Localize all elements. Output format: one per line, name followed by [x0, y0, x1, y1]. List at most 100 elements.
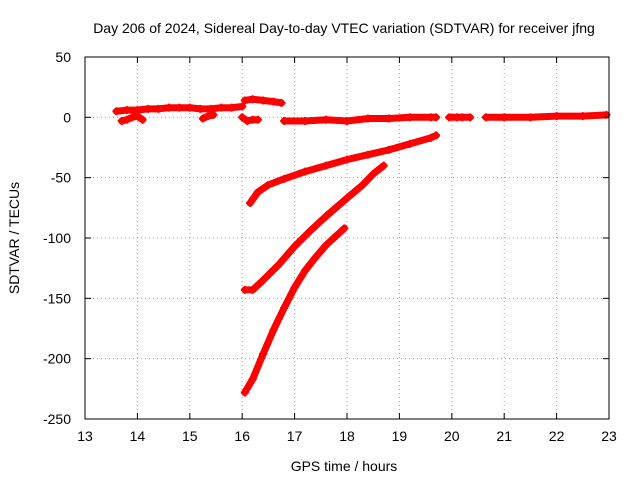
- data-point: [248, 285, 257, 294]
- data-point: [264, 180, 273, 189]
- data-point: [445, 113, 454, 122]
- series-track-6: [280, 113, 441, 125]
- data-point: [343, 155, 351, 164]
- series-track-10: [240, 161, 388, 294]
- data-point: [133, 112, 142, 121]
- data-point: [246, 199, 255, 208]
- data-point: [253, 188, 262, 197]
- data-point: [259, 349, 268, 358]
- data-point: [128, 113, 137, 122]
- series-track-5: [238, 113, 262, 125]
- data-point: [164, 103, 173, 112]
- data-point: [196, 104, 205, 113]
- data-point: [248, 375, 257, 384]
- data-point: [301, 266, 310, 275]
- data-point: [311, 253, 320, 262]
- data-point: [206, 104, 215, 113]
- data-point: [363, 114, 372, 123]
- data-point: [274, 260, 283, 269]
- x-tick-label: 14: [130, 428, 146, 444]
- x-tick-label: 13: [77, 428, 93, 444]
- data-point: [384, 145, 393, 154]
- y-tick-label: -150: [43, 290, 71, 306]
- y-tick-label: 0: [63, 109, 71, 125]
- data-point: [466, 113, 475, 122]
- data-point: [122, 115, 131, 124]
- data-point: [552, 112, 561, 121]
- y-tick-label: 50: [55, 49, 71, 65]
- y-tick-label: -200: [43, 351, 71, 367]
- data-point: [526, 113, 535, 122]
- data-point: [269, 325, 278, 334]
- data-point: [209, 110, 218, 119]
- data-point: [280, 116, 289, 125]
- data-point: [578, 112, 587, 121]
- data-point: [112, 107, 121, 116]
- data-point: [198, 114, 207, 123]
- series-track-9: [246, 131, 441, 208]
- data-point: [248, 95, 257, 104]
- data-point: [122, 106, 131, 115]
- data-point: [227, 103, 236, 112]
- x-tick-label: 21: [496, 428, 512, 444]
- data-point: [259, 96, 268, 105]
- data-point: [290, 242, 299, 251]
- data-point: [280, 303, 289, 312]
- data-point: [277, 98, 286, 107]
- y-tick-label: -100: [43, 230, 71, 246]
- x-tick-label: 18: [339, 428, 355, 444]
- data-point: [458, 113, 467, 122]
- data-point: [280, 174, 289, 183]
- data-point: [343, 116, 351, 125]
- x-tick-label: 19: [392, 428, 408, 444]
- data-point: [138, 115, 147, 124]
- data-point: [363, 150, 372, 159]
- data-point: [175, 103, 184, 112]
- x-axis-label: GPS time / hours: [291, 458, 398, 474]
- data-point: [301, 116, 310, 125]
- data-point: [432, 113, 441, 122]
- data-point: [481, 113, 490, 122]
- data-point: [322, 161, 331, 170]
- x-tick-label: 23: [601, 428, 617, 444]
- data-point: [322, 241, 331, 250]
- data-point: [322, 212, 331, 221]
- data-series-layer: [112, 95, 611, 397]
- data-point: [343, 194, 351, 203]
- data-point: [154, 104, 163, 113]
- x-tick-label: 20: [444, 428, 460, 444]
- data-point: [432, 131, 441, 140]
- data-point: [322, 115, 331, 124]
- x-tick-label: 15: [182, 428, 198, 444]
- chart-title: Day 206 of 2024, Sidereal Day-to-day VTE…: [93, 20, 595, 36]
- data-point: [405, 113, 414, 122]
- data-point: [405, 139, 414, 148]
- data-point: [240, 285, 249, 294]
- x-tick-label: 17: [287, 428, 303, 444]
- data-point: [290, 283, 299, 292]
- data-point: [301, 167, 310, 176]
- series-track-1: [112, 102, 247, 116]
- data-point: [117, 116, 126, 125]
- data-point: [259, 276, 268, 285]
- series-track-4: [240, 95, 286, 107]
- data-point: [204, 112, 213, 121]
- y-tick-label: -250: [43, 411, 71, 427]
- y-axis-label: SDTVAR / TECUs: [6, 182, 22, 294]
- data-point: [240, 388, 249, 397]
- data-point: [269, 97, 278, 106]
- data-point: [384, 114, 393, 123]
- data-point: [358, 180, 367, 189]
- data-point: [340, 224, 349, 233]
- data-point: [253, 115, 262, 124]
- data-point: [500, 113, 509, 122]
- data-point: [185, 103, 194, 112]
- series-track-3: [198, 110, 218, 123]
- axis-ticks: 13 14 15 16 17 18 19 20 21 22 23 50 0 -50 -100 -150 -200…: [43, 49, 617, 444]
- data-point: [240, 96, 249, 105]
- data-point: [217, 103, 226, 112]
- data-point: [379, 161, 388, 170]
- series-track-7: [445, 113, 475, 122]
